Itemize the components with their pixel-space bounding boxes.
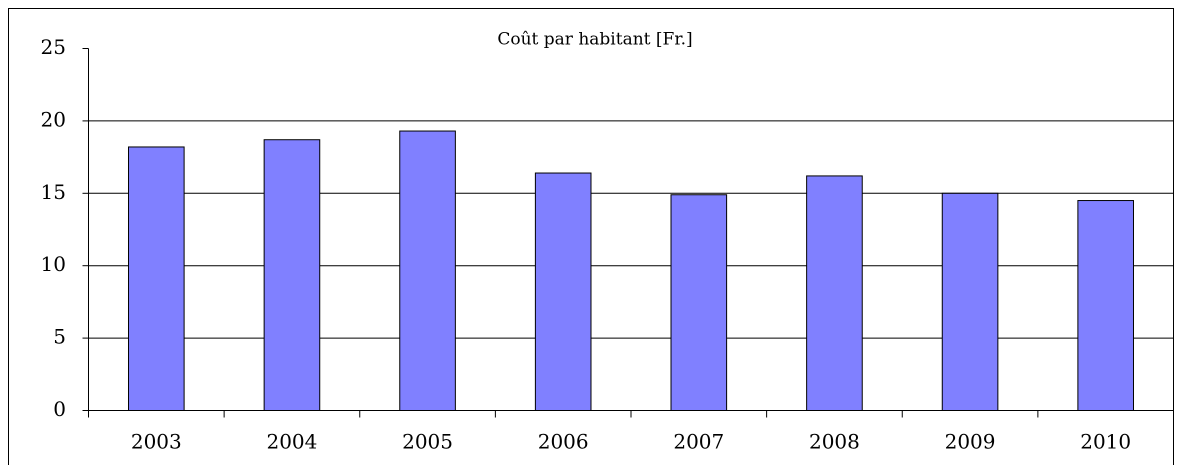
x-tick-label: 2007 [673, 430, 724, 454]
bar [1077, 200, 1134, 411]
bar [670, 194, 728, 411]
chart-border [8, 8, 1174, 465]
x-tick-label: 2003 [131, 430, 182, 454]
x-tick-label: 2005 [402, 430, 453, 454]
y-tick-label: 20 [41, 107, 66, 131]
y-tick-label: 10 [41, 252, 66, 276]
bar [806, 175, 863, 411]
x-tick-label: 2009 [945, 430, 996, 454]
bar [941, 192, 999, 411]
bar [128, 146, 185, 412]
x-tick-label: 2006 [538, 430, 589, 454]
bar [534, 172, 592, 411]
y-tick-label: 15 [41, 180, 66, 204]
bar [263, 139, 321, 411]
x-tick-label: 2010 [1080, 430, 1131, 454]
bar [399, 130, 456, 411]
chart-title: Coût par habitant [Fr.] [497, 30, 692, 50]
y-tick-label: 5 [53, 325, 66, 349]
y-tick-label: 0 [53, 397, 66, 421]
x-tick-label: 2008 [809, 430, 860, 454]
x-tick-label: 2004 [266, 430, 317, 454]
y-tick-label: 25 [41, 35, 66, 59]
